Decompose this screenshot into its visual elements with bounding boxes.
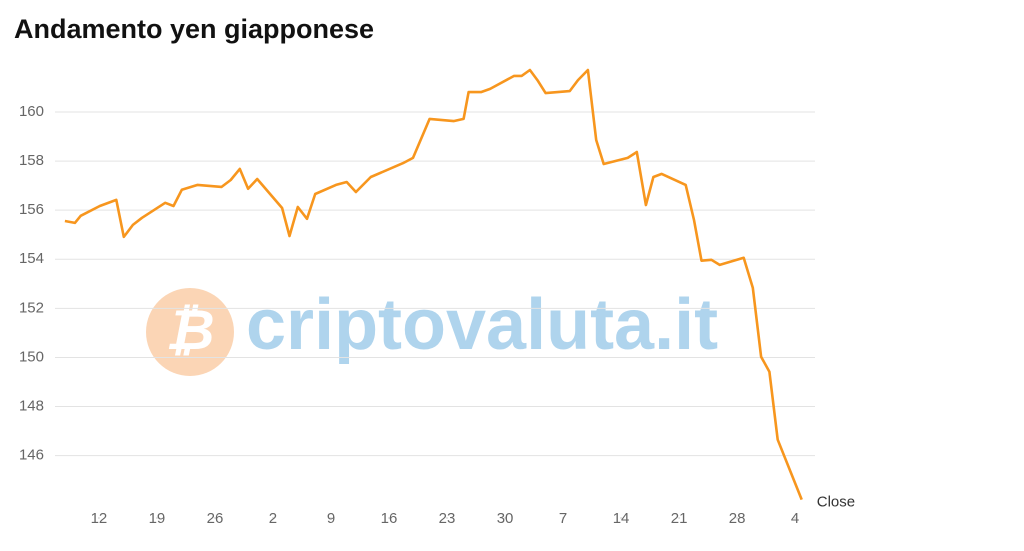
x-tick-label: 7 [559,510,567,527]
line [64,68,803,501]
x-tick-label: 26 [207,510,224,527]
x-tick-label: 16 [381,510,398,527]
end-label: Close [817,494,855,511]
x-tick-label: 2 [269,510,277,527]
y-tick-label: 152 [19,299,44,316]
y-tick-label: 156 [19,201,44,218]
x-tick-label: 14 [613,510,630,527]
x-tick-label: 23 [439,510,456,527]
y-tick-label: 154 [19,250,44,267]
x-tick-label: 21 [671,510,688,527]
x-tick-label: 19 [149,510,166,527]
x-tick-label: 9 [327,510,335,527]
y-tick-label: 148 [19,398,44,415]
watermark: criptovaluta.it [246,285,718,365]
svg-text:₿: ₿ [165,298,214,361]
x-tick-label: 30 [497,510,514,527]
watermark-logo: ₿ [146,288,234,376]
y-tick-label: 160 [19,103,44,120]
x-tick-label: 12 [91,510,108,527]
x-tick-label: 28 [729,510,746,527]
x-tick-label: 4 [791,510,799,527]
y-tick-label: 150 [19,348,44,365]
y-tick-label: 146 [19,447,44,464]
y-tick-label: 158 [19,152,44,169]
chart-title: Andamento yen giapponese [14,14,374,44]
